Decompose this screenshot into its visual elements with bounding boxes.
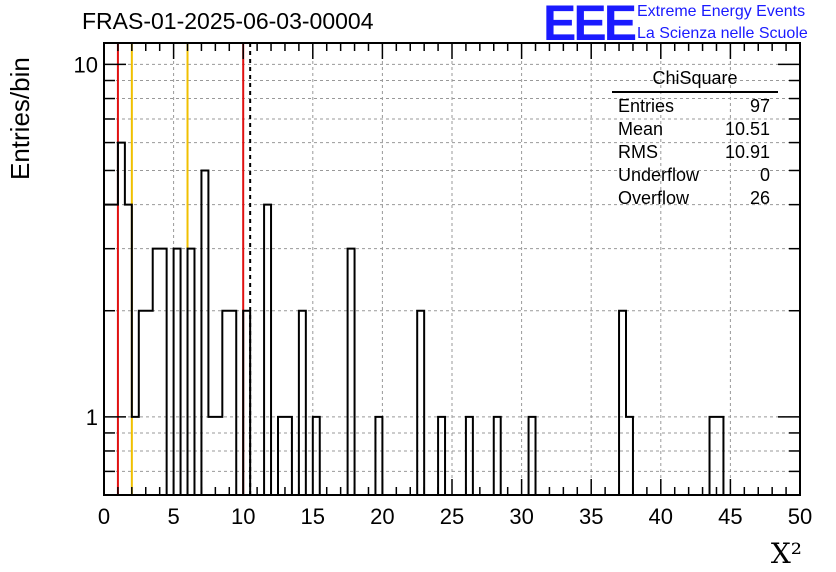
y-tick-labels: 1 10 — [74, 52, 98, 429]
stats-row: RMS 10.91 — [610, 141, 778, 164]
logo-line-1: Extreme Energy Events — [637, 3, 806, 20]
x-axis-label: X² — [770, 537, 802, 570]
stats-label: Overflow — [618, 188, 690, 208]
stats-label: Entries — [618, 96, 675, 116]
x-tick-label: 50 — [788, 504, 812, 529]
stats-row: Entries 97 — [610, 95, 778, 118]
stats-label: RMS — [618, 142, 658, 162]
axis-ticks — [103, 43, 801, 496]
marker-lines — [116, 43, 252, 495]
x-tick-label: 40 — [649, 504, 673, 529]
stats-value: 0 — [759, 165, 770, 185]
stats-label: Underflow — [618, 165, 700, 185]
y-axis-label: Entries/bin — [5, 57, 35, 180]
x-tick-label: 20 — [370, 504, 394, 529]
x-tick-label: 0 — [98, 504, 110, 529]
x-tick-label: 5 — [167, 504, 179, 529]
x-tick-labels: 0 5 10 15 20 25 30 35 40 45 50 — [98, 504, 812, 529]
stats-value: 26 — [749, 188, 770, 208]
y-tick-label: 1 — [86, 405, 98, 430]
x-tick-label: 15 — [301, 504, 325, 529]
stats-value: 10.91 — [724, 142, 770, 162]
stats-label: Mean — [618, 119, 664, 139]
stats-row: Mean 10.51 — [610, 118, 778, 141]
x-tick-label: 45 — [718, 504, 742, 529]
eee-logo: EEE — [543, 0, 637, 51]
stats-box: ChiSquare Entries 97 Mean 10.51 RMS 10.9… — [610, 68, 778, 210]
stats-row: Overflow 26 — [610, 187, 778, 210]
x-tick-label: 35 — [579, 504, 603, 529]
stats-value: 10.51 — [724, 119, 770, 139]
stats-value: 97 — [749, 96, 770, 116]
logo-line-2: La Scienza nelle Scuole — [637, 25, 808, 42]
chart-title: FRAS-01-2025-06-03-00004 — [82, 8, 374, 34]
x-tick-label: 30 — [509, 504, 533, 529]
stats-title: ChiSquare — [612, 68, 778, 93]
x-tick-label: 10 — [231, 504, 255, 529]
x-tick-label: 25 — [440, 504, 464, 529]
y-tick-label: 10 — [74, 52, 98, 77]
stats-row: Underflow 0 — [610, 164, 778, 187]
